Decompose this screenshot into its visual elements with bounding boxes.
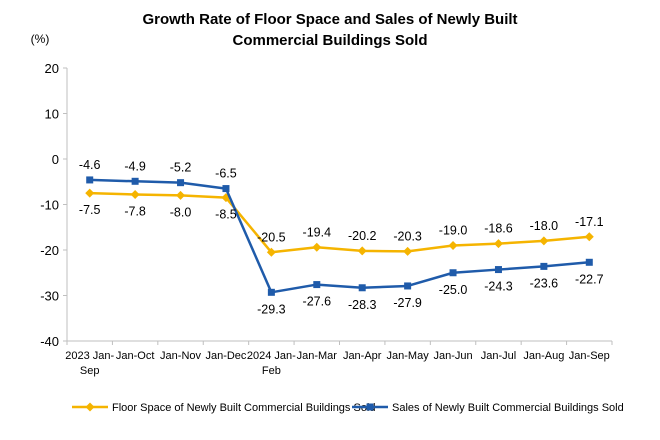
data-label: -18.6 xyxy=(484,222,513,236)
data-label: -20.2 xyxy=(348,229,377,243)
data-point xyxy=(131,177,139,185)
data-label: -29.3 xyxy=(257,302,286,316)
y-tick-label: 0 xyxy=(52,152,59,167)
series-line xyxy=(89,178,590,294)
x-tick-label: Jan-Jul xyxy=(481,350,516,362)
data-point xyxy=(130,189,140,199)
x-tick-label: Jan-Nov xyxy=(160,350,201,362)
data-label: -24.3 xyxy=(484,280,513,294)
data-point xyxy=(448,240,458,250)
data-labels: -7.5 -7.8 -8.0 -8.5 -20.5 -19.4 -20.2 -20.3 -19.… xyxy=(79,158,604,316)
data-label: -5.2 xyxy=(170,161,192,175)
y-tick-label: -40 xyxy=(40,334,59,349)
data-point xyxy=(494,266,502,274)
x-tick-label: Jan-Dec xyxy=(205,350,246,362)
x-tick-label: Jan-Sep xyxy=(569,350,610,362)
y-axis-ticks: 20 10 0 -10 -20 -30 -40 xyxy=(40,61,67,349)
data-point xyxy=(266,247,276,257)
data-label: -20.5 xyxy=(257,230,286,244)
data-point xyxy=(85,188,95,198)
y-tick-label: 20 xyxy=(45,61,59,76)
data-point xyxy=(357,246,367,256)
data-label: -18.0 xyxy=(530,219,559,233)
data-label: -20.3 xyxy=(393,229,422,243)
y-tick-label: -20 xyxy=(40,243,59,258)
chart-title-line-1: Growth Rate of Floor Space and Sales of … xyxy=(142,11,517,28)
data-label: -8.0 xyxy=(170,205,192,219)
data-label: -28.3 xyxy=(348,298,377,312)
data-label: -7.5 xyxy=(79,203,101,217)
data-point xyxy=(449,269,457,277)
series-floor-space xyxy=(85,188,594,257)
legend: Floor Space of Newly Built Commercial Bu… xyxy=(72,402,624,414)
series-line xyxy=(89,191,590,254)
data-label: -23.6 xyxy=(530,276,559,290)
data-point xyxy=(404,282,412,290)
data-point xyxy=(539,236,549,246)
series-layer xyxy=(85,176,594,296)
data-point xyxy=(313,281,321,289)
x-tick-label: 2023 Jan-Sep xyxy=(65,350,114,377)
data-point xyxy=(177,179,185,187)
axes xyxy=(66,68,612,342)
data-point xyxy=(584,232,594,242)
data-label: -17.1 xyxy=(575,215,604,229)
y-tick-label: -30 xyxy=(40,289,59,304)
legend-item-floor-space: Floor Space of Newly Built Commercial Bu… xyxy=(72,402,376,414)
data-label: -4.6 xyxy=(79,158,101,172)
data-label: -22.7 xyxy=(575,272,604,286)
data-point xyxy=(493,239,503,249)
data-label: -7.8 xyxy=(124,204,146,218)
data-point xyxy=(358,284,366,292)
legend-label: Floor Space of Newly Built Commercial Bu… xyxy=(112,402,376,414)
data-point xyxy=(222,185,230,193)
data-label: -6.5 xyxy=(215,167,237,181)
data-point xyxy=(585,258,593,266)
data-label: -4.9 xyxy=(124,159,146,173)
x-tick-label: Jan-Aug xyxy=(523,350,564,362)
data-point xyxy=(267,288,275,296)
data-point xyxy=(403,246,413,256)
x-tick-label: 2024 Jan-Feb xyxy=(247,350,296,377)
y-tick-label: 10 xyxy=(45,107,59,122)
data-label: -25.0 xyxy=(439,283,468,297)
chart-title-line-2: Commercial Buildings Sold xyxy=(232,32,427,49)
legend-marker xyxy=(366,403,374,411)
legend-marker xyxy=(85,402,95,412)
data-label: -8.5 xyxy=(215,208,237,222)
x-tick-label: Jan-Jun xyxy=(433,350,472,362)
x-tick-label: Jan-Mar xyxy=(297,350,338,362)
data-point xyxy=(176,190,186,200)
legend-item-sales: Sales of Newly Built Commercial Building… xyxy=(352,402,624,414)
data-point xyxy=(312,242,322,252)
y-tick-label: -10 xyxy=(40,198,59,213)
data-label: -19.0 xyxy=(439,223,468,237)
legend-label: Sales of Newly Built Commercial Building… xyxy=(392,402,624,414)
data-point xyxy=(86,176,94,184)
data-label: -19.4 xyxy=(303,225,332,239)
data-label: -27.9 xyxy=(393,296,422,310)
y-axis-unit: (%) xyxy=(31,32,50,46)
data-label: -27.6 xyxy=(303,295,332,309)
data-point xyxy=(540,262,548,270)
x-tick-label: Jan-May xyxy=(387,350,430,362)
x-tick-label: Jan-Oct xyxy=(116,350,155,362)
series-sales xyxy=(86,176,593,296)
x-tick-label: Jan-Apr xyxy=(343,350,382,362)
